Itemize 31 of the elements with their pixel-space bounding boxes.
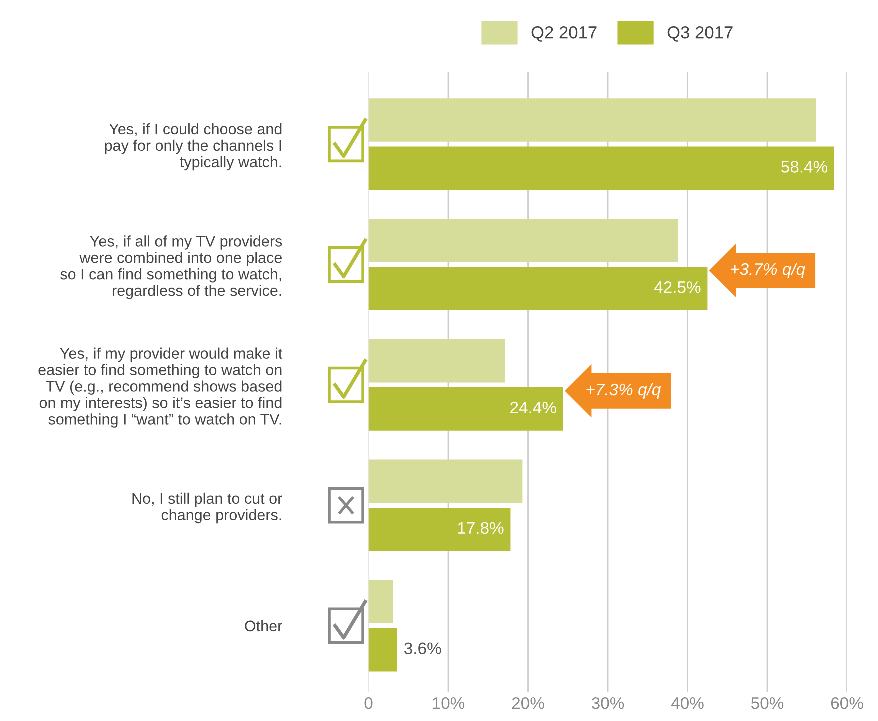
- annotation: +3.7% q/q: [731, 262, 806, 279]
- x-tick-label: 0: [364, 697, 373, 710]
- bar: [368, 98, 816, 142]
- y-tick-label: Yes, if all of my TV providers were combined into one place so I can find something to watch, regardless of the service.: [60, 236, 282, 300]
- bar: [368, 267, 708, 310]
- bar: [368, 339, 506, 383]
- bar: [368, 388, 564, 431]
- x-tick-label: 50%: [752, 697, 784, 710]
- bar: [368, 218, 678, 262]
- bar: [368, 580, 394, 624]
- data-label: 58.4%: [782, 161, 828, 173]
- bar: [368, 460, 523, 504]
- y-tick-label: Yes, if my provider would make it easier to find something to watch on TV (e.g., recommend shows based on my interests) so it’s easier to find something I “want” to watch on TV.: [38, 348, 283, 428]
- annotation: +7.3% q/q: [586, 383, 662, 399]
- data-label: 42.5%: [654, 281, 701, 294]
- x-tick-label: 60%: [831, 697, 864, 710]
- x-tick-label: 10%: [433, 697, 465, 710]
- legend-label: Q2 2017: [532, 26, 597, 42]
- data-label: 3.6%: [404, 642, 442, 654]
- y-tick-label: No, I still plan to cut or change providers.: [132, 492, 282, 524]
- y-tick-label: Yes, if I could choose and pay for only the channels I typically watch.: [105, 123, 282, 171]
- x-tick-label: 40%: [671, 697, 704, 710]
- x-tick-label: 20%: [512, 697, 544, 710]
- legend-label: Q3 2017: [668, 26, 733, 42]
- bar: [368, 628, 398, 672]
- data-label: 17.8%: [458, 522, 504, 534]
- bar: [368, 508, 511, 552]
- x-tick-label: 30%: [592, 697, 624, 710]
- y-tick-label: Other: [245, 620, 282, 632]
- data-label: 24.4%: [510, 402, 556, 414]
- bar: [368, 146, 835, 190]
